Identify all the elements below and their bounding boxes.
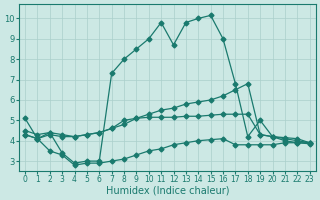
- X-axis label: Humidex (Indice chaleur): Humidex (Indice chaleur): [106, 186, 229, 196]
